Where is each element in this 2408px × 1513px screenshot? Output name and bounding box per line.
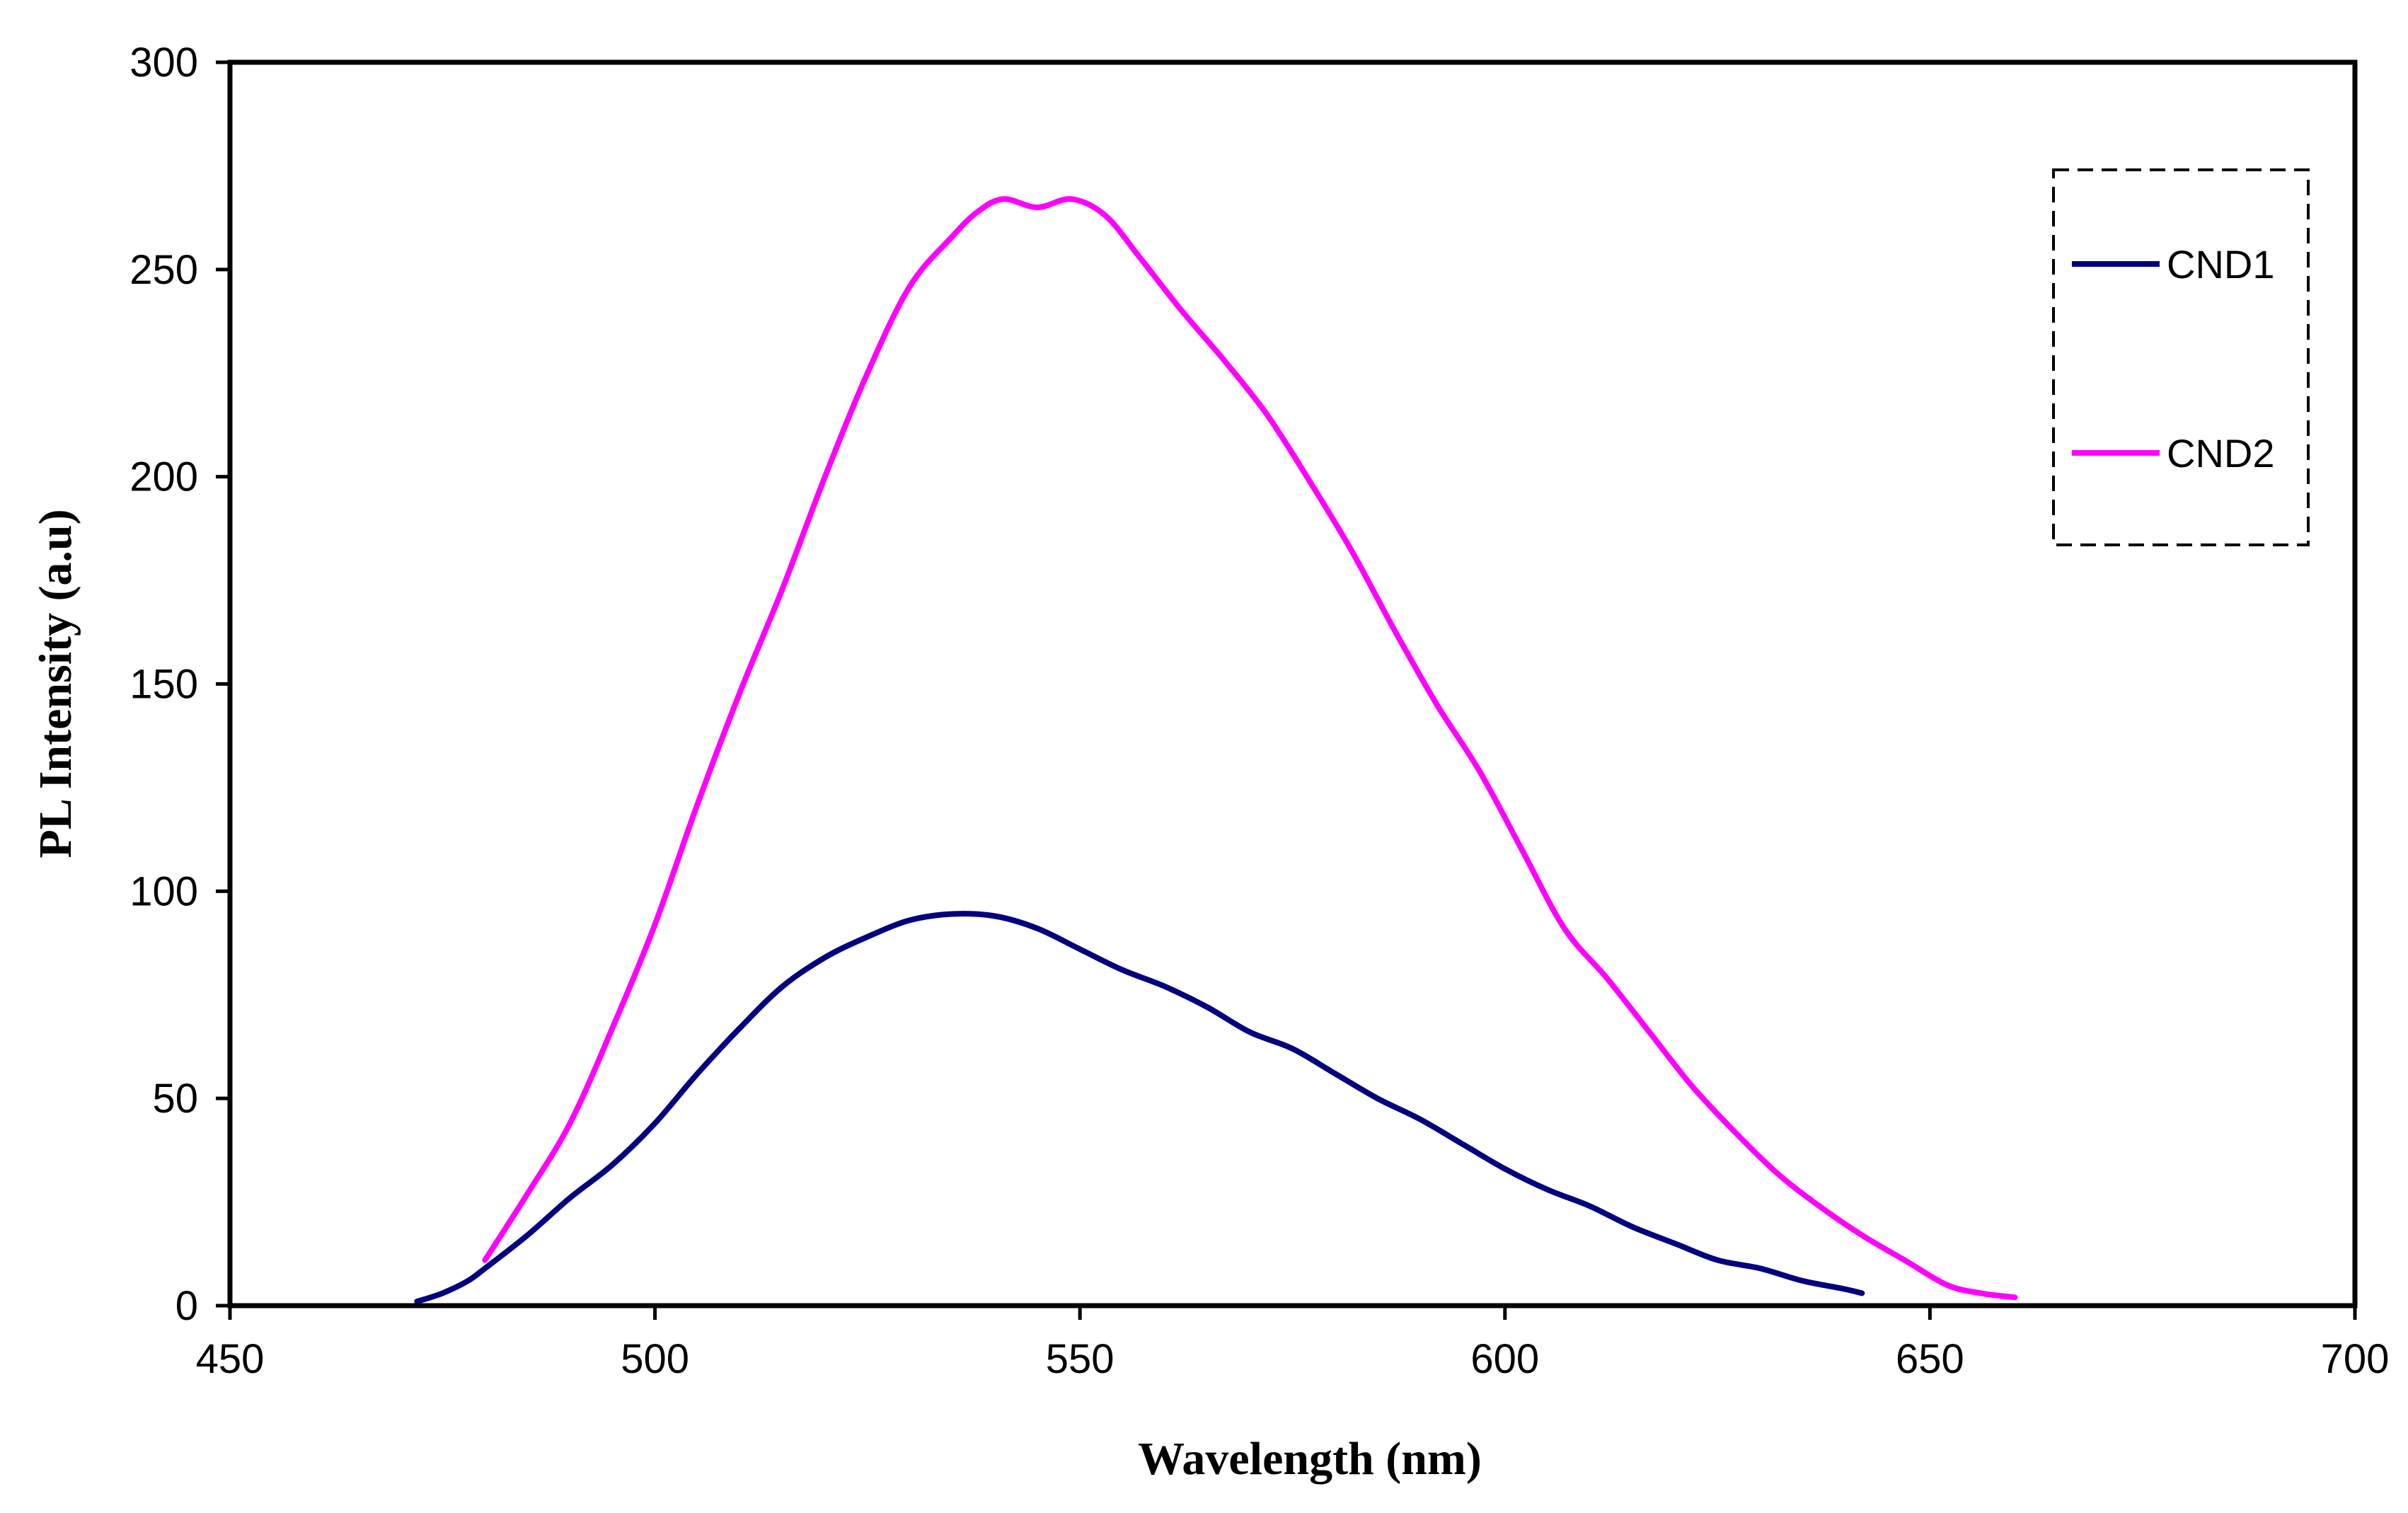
legend-label-cnd1: CND1 bbox=[2167, 242, 2274, 287]
y-tick-label: 100 bbox=[129, 868, 198, 914]
x-tick-label: 500 bbox=[621, 1336, 689, 1382]
legend: CND1 CND2 bbox=[2052, 168, 2310, 546]
legend-label-cnd2: CND2 bbox=[2167, 431, 2274, 476]
plot-area-frame bbox=[227, 59, 2358, 1308]
series-line-cnd2 bbox=[482, 196, 2018, 1301]
y-tick-label: 0 bbox=[175, 1283, 198, 1329]
legend-box bbox=[2052, 168, 2310, 546]
x-tick-label: 650 bbox=[1896, 1336, 1964, 1382]
y-tick-label: 200 bbox=[129, 454, 198, 500]
ticks-layer: 450 500 550 600 650 700 0 50 100 150 200 250 300 bbox=[129, 40, 2389, 1382]
series-line-cnd1 bbox=[414, 911, 1865, 1305]
y-axis-title: PL Intensity (a.u) bbox=[30, 509, 81, 858]
x-axis-title: Wavelength (nm) bbox=[1138, 1433, 1482, 1485]
y-tick-label: 300 bbox=[129, 40, 198, 86]
y-tick-label: 150 bbox=[129, 662, 198, 708]
x-tick-label: 550 bbox=[1046, 1336, 1114, 1382]
x-tick-label: 450 bbox=[196, 1336, 265, 1382]
x-tick-label: 700 bbox=[2321, 1336, 2390, 1382]
x-tick-label: 600 bbox=[1470, 1336, 1539, 1382]
series-layer bbox=[414, 196, 2018, 1305]
y-tick-label: 250 bbox=[129, 247, 198, 293]
y-tick-label: 50 bbox=[152, 1076, 198, 1122]
